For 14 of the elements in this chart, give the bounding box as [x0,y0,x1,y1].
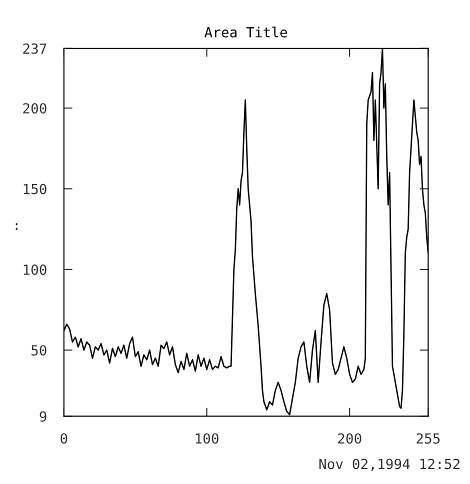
y-tick-label: 50 [32,345,46,356]
x-tick-label: 100 [196,433,218,444]
x-tick-label: 0 [60,433,68,444]
chart-title: Area Title [204,26,288,38]
text: Nov 02,1994 12:52 [319,458,460,471]
x-tick-label: 200 [338,433,362,444]
y-tick-label: 100 [24,264,46,275]
y-tick-label: 237 [23,43,46,54]
y-tick-label: 9 [40,411,46,422]
x-tick-label: 255 [416,433,440,444]
y-axis-title: : [16,223,18,230]
y-tick-label: 150 [24,184,46,194]
y-tick-label: 200 [23,103,46,114]
line-series [64,48,428,416]
